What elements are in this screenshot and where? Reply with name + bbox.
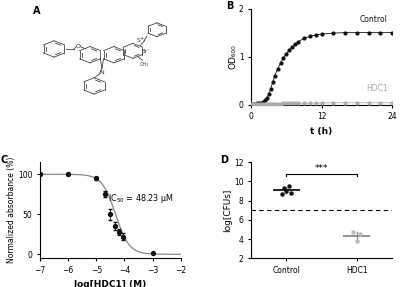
Point	[354, 239, 360, 243]
Y-axis label: log[CFUs]: log[CFUs]	[224, 189, 232, 232]
X-axis label: log[HDC1] (M): log[HDC1] (M)	[74, 280, 146, 287]
Point	[286, 184, 292, 189]
Text: HDC1: HDC1	[366, 84, 388, 92]
Text: N: N	[100, 69, 104, 75]
Text: O: O	[76, 44, 80, 49]
Text: CH₃: CH₃	[140, 62, 149, 67]
Text: C: C	[0, 155, 8, 164]
Point	[350, 230, 356, 235]
Text: S: S	[136, 38, 140, 43]
Text: D: D	[220, 155, 228, 164]
Point	[357, 232, 364, 236]
X-axis label: t (h): t (h)	[310, 127, 333, 136]
Y-axis label: Normalized absorbance (%): Normalized absorbance (%)	[8, 157, 16, 263]
Y-axis label: OD₆₀₀: OD₆₀₀	[228, 44, 237, 69]
Text: ***: ***	[315, 164, 328, 173]
Point	[280, 186, 287, 191]
Point	[288, 190, 294, 195]
Text: IC$_{50}$ = 48.23 μM: IC$_{50}$ = 48.23 μM	[108, 192, 173, 205]
Point	[283, 189, 290, 193]
Text: A: A	[33, 6, 40, 16]
Text: Br⁻: Br⁻	[141, 49, 150, 54]
Text: B: B	[226, 1, 233, 11]
Text: Control: Control	[360, 15, 388, 24]
Text: +: +	[139, 36, 143, 41]
Point	[279, 192, 285, 196]
